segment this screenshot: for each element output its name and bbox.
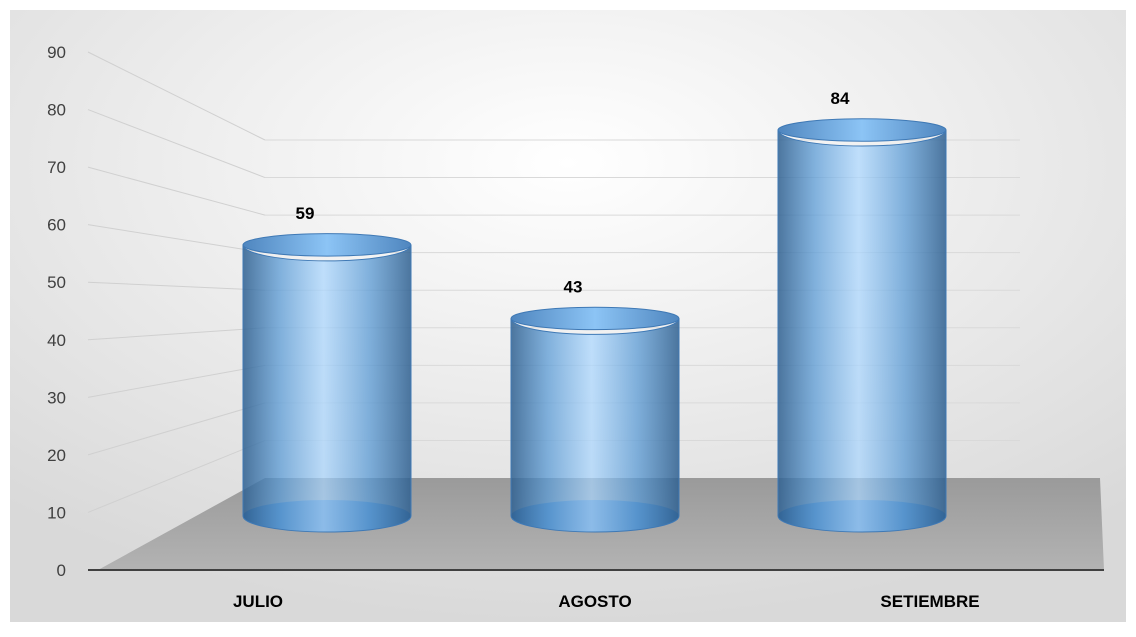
category-label: AGOSTO <box>558 592 631 611</box>
y-tick-label: 40 <box>47 331 66 350</box>
perspective-gridline <box>87 439 266 513</box>
y-tick-label: 50 <box>47 273 66 292</box>
y-tick-label: 10 <box>47 503 66 522</box>
perspective-gridline <box>87 109 266 179</box>
y-tick-label: 70 <box>47 158 66 177</box>
y-tick-label: 0 <box>57 561 66 580</box>
perspective-gridline <box>87 224 266 254</box>
y-tick-label: 60 <box>47 216 66 235</box>
bar <box>242 233 412 533</box>
y-tick-label: 30 <box>47 388 66 407</box>
category-label: JULIO <box>233 592 283 611</box>
perspective-gridline <box>87 327 266 341</box>
data-label: 84 <box>831 89 850 108</box>
perspective-gridline <box>87 281 266 291</box>
bar <box>510 306 680 533</box>
bar-top <box>510 306 680 331</box>
perspective-gridline <box>87 402 266 456</box>
perspective-gridline <box>87 166 266 216</box>
bar-body <box>510 318 680 533</box>
data-label: 43 <box>564 277 583 296</box>
bar-body <box>242 244 412 533</box>
perspective-gridline <box>87 51 266 141</box>
y-tick-label: 90 <box>47 43 66 62</box>
y-tick-label: 20 <box>47 446 66 465</box>
y-tick-label: 80 <box>47 101 66 120</box>
category-label: SETIEMBRE <box>880 592 979 611</box>
bar <box>777 118 947 533</box>
data-label: 59 <box>296 204 315 223</box>
perspective-gridline <box>87 364 266 398</box>
bar-top <box>777 118 947 142</box>
bar-top <box>242 233 412 257</box>
bar-body <box>777 129 947 533</box>
